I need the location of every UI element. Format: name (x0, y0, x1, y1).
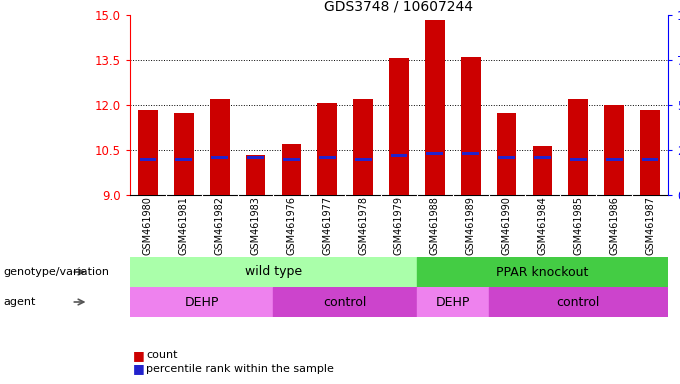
Bar (318, 104, 337, 195)
Text: PPAR knockout: PPAR knockout (496, 265, 589, 278)
Bar (489, 287, 668, 317)
Text: GSM461977: GSM461977 (322, 196, 333, 255)
Bar (319, 156, 336, 159)
Bar (174, 113, 194, 195)
Text: GSM461983: GSM461983 (250, 196, 260, 255)
Text: GSM461989: GSM461989 (466, 196, 476, 255)
Bar (534, 156, 551, 159)
Text: GSM461978: GSM461978 (358, 196, 368, 255)
Text: control: control (557, 296, 600, 308)
Bar (462, 152, 479, 155)
Text: GSM461987: GSM461987 (645, 196, 655, 255)
Bar (283, 157, 300, 161)
Bar (605, 105, 624, 195)
Bar (210, 99, 230, 195)
Bar (282, 144, 301, 195)
Text: percentile rank within the sample: percentile rank within the sample (146, 364, 334, 374)
Text: DEHP: DEHP (184, 296, 219, 308)
Text: GSM461985: GSM461985 (573, 196, 583, 255)
Text: GSM461984: GSM461984 (537, 196, 547, 255)
Text: GSM461982: GSM461982 (215, 196, 224, 255)
Bar (390, 154, 407, 157)
Bar (273, 287, 417, 317)
Bar (245, 154, 265, 195)
Text: ■: ■ (133, 349, 144, 362)
Bar (417, 287, 489, 317)
Bar (355, 157, 371, 161)
Text: wild type: wild type (245, 265, 302, 278)
Title: GDS3748 / 10607244: GDS3748 / 10607244 (324, 0, 473, 14)
Text: GSM461979: GSM461979 (394, 196, 404, 255)
Text: GSM461980: GSM461980 (143, 196, 153, 255)
Bar (640, 109, 660, 195)
Bar (606, 157, 623, 161)
Bar (425, 20, 445, 195)
Bar (130, 257, 417, 287)
Text: GSM461986: GSM461986 (609, 196, 619, 255)
Text: ■: ■ (133, 362, 144, 375)
Bar (642, 157, 658, 161)
Bar (211, 156, 228, 159)
Bar (417, 257, 668, 287)
Bar (354, 99, 373, 195)
Bar (461, 57, 481, 195)
Text: agent: agent (3, 297, 36, 307)
Bar (496, 113, 517, 195)
Bar (570, 157, 587, 161)
Bar (138, 109, 158, 195)
Bar (532, 146, 552, 195)
Text: GSM461990: GSM461990 (502, 196, 511, 255)
Bar (568, 99, 588, 195)
Bar (175, 157, 192, 161)
Bar (247, 156, 264, 159)
Bar (130, 287, 273, 317)
Bar (389, 58, 409, 195)
Text: GSM461976: GSM461976 (286, 196, 296, 255)
Text: DEHP: DEHP (436, 296, 470, 308)
Text: control: control (324, 296, 367, 308)
Text: count: count (146, 350, 177, 360)
Bar (139, 157, 156, 161)
Bar (498, 156, 515, 159)
Text: GSM461981: GSM461981 (179, 196, 189, 255)
Text: genotype/variation: genotype/variation (3, 267, 109, 277)
Bar (426, 152, 443, 155)
Text: GSM461988: GSM461988 (430, 196, 440, 255)
